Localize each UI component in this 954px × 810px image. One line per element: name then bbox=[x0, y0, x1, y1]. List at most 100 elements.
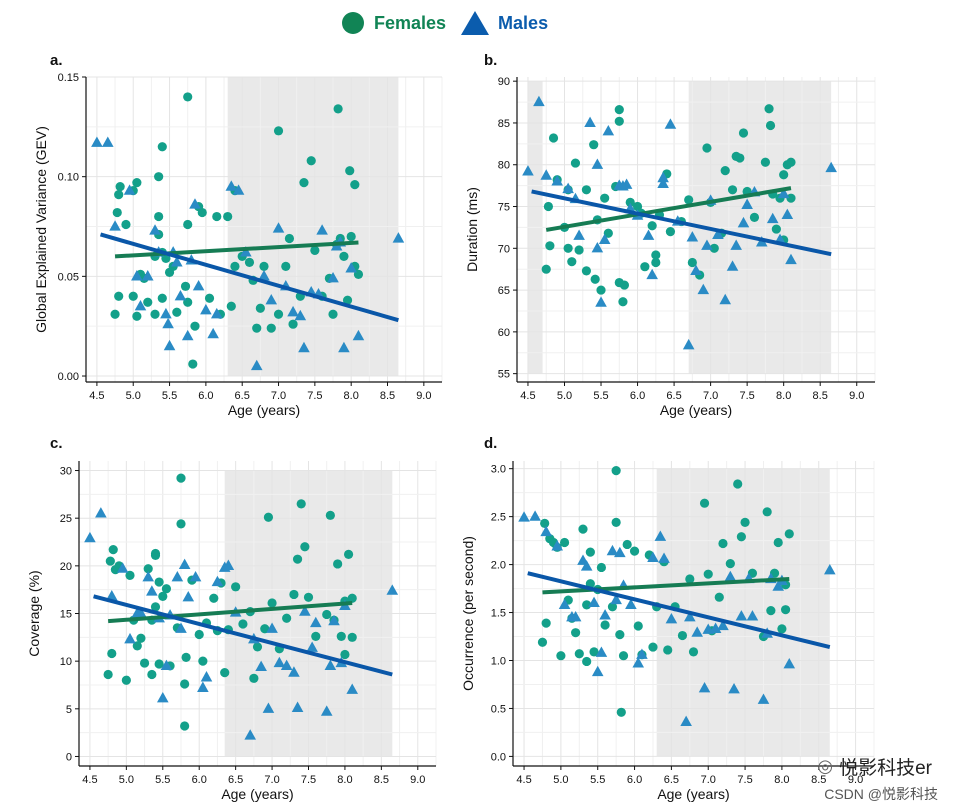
female-data-point bbox=[718, 538, 728, 549]
female-data-point bbox=[618, 297, 628, 307]
female-data-point bbox=[702, 143, 712, 153]
male-data-point bbox=[657, 177, 669, 189]
male-data-point bbox=[328, 614, 340, 626]
female-data-point bbox=[662, 169, 672, 179]
x-tick-label: 4.5 bbox=[82, 774, 97, 786]
female-data-point bbox=[556, 651, 566, 661]
female-data-point bbox=[647, 221, 657, 231]
female-data-point bbox=[263, 512, 274, 522]
x-tick-label: 5.0 bbox=[553, 774, 568, 786]
female-data-point bbox=[540, 518, 550, 528]
female-data-point bbox=[157, 247, 167, 258]
y-tick-label: 0.10 bbox=[58, 172, 79, 184]
male-data-point bbox=[123, 184, 136, 195]
female-data-point bbox=[633, 621, 643, 631]
male-data-point bbox=[279, 280, 292, 291]
male-data-point bbox=[647, 551, 659, 562]
male-data-point bbox=[146, 585, 158, 596]
female-data-point bbox=[132, 311, 142, 321]
female-data-point bbox=[197, 207, 207, 218]
female-data-point bbox=[611, 465, 621, 476]
male-data-point bbox=[124, 632, 136, 644]
male-data-point bbox=[339, 599, 351, 610]
male-data-point bbox=[211, 575, 224, 587]
female-data-point bbox=[582, 656, 592, 667]
x-tick-label: 7.0 bbox=[264, 774, 279, 786]
female-data-point bbox=[340, 596, 350, 606]
male-data-point bbox=[181, 329, 194, 341]
female-data-point bbox=[758, 631, 769, 642]
female-data-point bbox=[592, 215, 602, 225]
male-data-point bbox=[746, 610, 759, 621]
male-data-point bbox=[704, 194, 717, 205]
male-data-point bbox=[573, 229, 585, 240]
female-data-point bbox=[651, 257, 661, 268]
x-tick-label: 4.5 bbox=[516, 774, 531, 786]
y-tick-label: 80 bbox=[498, 160, 510, 172]
female-data-point bbox=[317, 291, 327, 301]
male-data-point bbox=[248, 632, 260, 644]
male-data-point bbox=[584, 116, 596, 128]
female-data-point bbox=[220, 667, 230, 678]
y-tick-label: 25 bbox=[60, 513, 72, 525]
female-data-point bbox=[777, 624, 787, 634]
x-tick-label: 8.5 bbox=[380, 390, 395, 402]
male-data-point bbox=[617, 579, 630, 590]
male-data-point bbox=[598, 233, 611, 245]
female-data-point bbox=[209, 593, 219, 603]
y-tick-label: 90 bbox=[498, 76, 510, 88]
female-data-point bbox=[157, 142, 167, 152]
female-data-point bbox=[223, 211, 233, 222]
male-data-point bbox=[631, 209, 644, 220]
y-tick-label: 85 bbox=[498, 118, 510, 130]
male-data-point bbox=[691, 626, 703, 637]
female-data-point bbox=[249, 673, 259, 683]
female-data-point bbox=[204, 293, 215, 303]
female-data-point bbox=[128, 186, 138, 196]
female-data-point bbox=[559, 222, 570, 233]
legend: Females Males bbox=[340, 10, 548, 36]
female-data-point bbox=[574, 245, 584, 255]
x-tick-label: 7.5 bbox=[301, 774, 316, 786]
female-data-point bbox=[260, 624, 270, 634]
male-data-point bbox=[624, 202, 637, 214]
x-tick-label: 6.5 bbox=[666, 390, 681, 402]
female-data-point bbox=[147, 669, 157, 680]
female-data-point bbox=[296, 499, 306, 509]
male-data-point bbox=[702, 623, 715, 634]
female-data-point bbox=[252, 323, 262, 333]
male-data-point bbox=[646, 268, 658, 280]
male-data-point bbox=[566, 611, 578, 622]
female-data-point bbox=[135, 269, 146, 279]
female-data-point bbox=[274, 644, 284, 654]
female-data-point bbox=[212, 626, 223, 636]
x-tick-label: 5.0 bbox=[557, 390, 572, 402]
female-data-point bbox=[125, 570, 135, 580]
male-data-point bbox=[131, 270, 143, 281]
male-data-point bbox=[298, 341, 310, 353]
female-data-point bbox=[640, 262, 650, 272]
male-data-point bbox=[671, 215, 684, 226]
male-data-point bbox=[658, 552, 670, 563]
female-data-point bbox=[176, 519, 186, 529]
female-data-point bbox=[659, 557, 669, 567]
male-data-point bbox=[726, 260, 739, 271]
female-data-point bbox=[567, 257, 577, 267]
female-data-point bbox=[115, 182, 125, 192]
x-tick-label: 5.5 bbox=[162, 390, 177, 402]
x-tick-label: 9.0 bbox=[849, 390, 864, 402]
male-data-point bbox=[164, 609, 176, 620]
female-data-point bbox=[590, 274, 600, 284]
female-data-point bbox=[194, 629, 204, 640]
male-data-point bbox=[229, 606, 242, 617]
male-data-point bbox=[266, 622, 278, 633]
female-data-point bbox=[168, 261, 178, 271]
male-data-point bbox=[162, 317, 174, 329]
legend-item-males: Males bbox=[460, 10, 548, 36]
female-data-point bbox=[103, 669, 113, 680]
male-data-point bbox=[160, 659, 173, 671]
y-tick-label: 15 bbox=[60, 609, 72, 621]
male-data-point bbox=[735, 610, 748, 621]
female-data-point bbox=[676, 216, 686, 227]
male-data-point bbox=[602, 125, 615, 136]
